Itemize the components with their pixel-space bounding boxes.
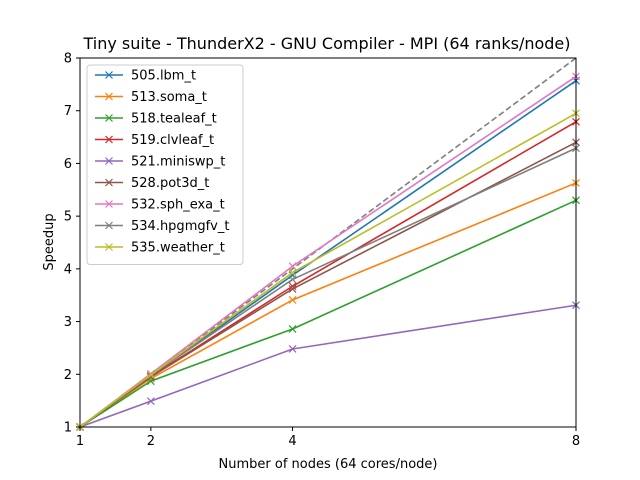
legend-entry: 528.pot3d_t: [95, 176, 209, 191]
legend-label: 535.weather_t: [131, 241, 225, 256]
legend-label: 528.pot3d_t: [131, 176, 209, 191]
legend-entry: 535.weather_t: [95, 241, 225, 256]
legend-marker: [105, 243, 113, 251]
legend-marker: [105, 135, 113, 144]
data-point-marker: [288, 282, 297, 291]
legend-entry: 532.sph_exa_t: [95, 198, 225, 213]
y-tick-label: 5: [64, 210, 72, 225]
legend-label: 521.miniswp_t: [131, 155, 225, 170]
legend-entry: 534.hpgmgfv_t: [95, 219, 229, 234]
legend-marker: [105, 157, 113, 165]
data-point-marker: [288, 284, 297, 293]
y-axis-label: Speedup: [42, 213, 57, 270]
series-4: [76, 301, 580, 431]
legend-entry: 521.miniswp_t: [95, 155, 225, 170]
legend-entry: 513.soma_t: [95, 90, 207, 105]
legend-marker: [105, 92, 113, 101]
data-point-marker: [288, 325, 297, 333]
legend-label: 519.clvleaf_t: [131, 133, 214, 148]
y-tick-label: 6: [64, 157, 72, 172]
legend-label: 532.sph_exa_t: [131, 198, 225, 213]
legend-marker: [105, 71, 113, 79]
y-tick-label: 4: [64, 262, 72, 277]
series-line: [79, 304, 577, 428]
ideal-speedup-line: [79, 57, 577, 428]
plot-marks: [76, 57, 580, 431]
series-line: [79, 112, 577, 428]
chart-title: Tiny suite - ThunderX2 - GNU Compiler - …: [82, 34, 570, 53]
legend-marker: [105, 178, 113, 187]
x-tick-label: 8: [572, 434, 580, 449]
legend-label: 513.soma_t: [131, 90, 207, 105]
legend-entry: 505.lbm_t: [95, 69, 196, 84]
data-point-marker: [288, 262, 297, 271]
x-axis-ticks: 1 2 4 8: [76, 427, 580, 449]
legend-box: [86, 64, 244, 265]
legend-label: 505.lbm_t: [131, 69, 196, 84]
data-point-marker: [146, 370, 155, 379]
y-tick-label: 7: [64, 104, 72, 119]
y-axis-ticks: 1 2 3 4 5 6 7 8: [64, 52, 80, 436]
x-tick-label: 2: [147, 434, 155, 449]
legend-entry: 518.tealeaf_t: [95, 112, 217, 127]
data-point-marker: [288, 268, 297, 277]
data-point-marker: [288, 345, 297, 353]
x-tick-label: 4: [288, 434, 296, 449]
data-point-marker: [288, 296, 297, 304]
data-point-marker: [146, 397, 155, 406]
data-point-marker: [288, 275, 297, 284]
y-tick-label: 2: [64, 368, 72, 383]
legend-marker: [105, 200, 113, 208]
plot-frame: [79, 57, 577, 428]
legend-entry: 519.clvleaf_t: [95, 133, 214, 148]
y-tick-label: 1: [64, 421, 72, 436]
legend-label: 534.hpgmgfv_t: [131, 219, 229, 234]
legend-marker: [105, 114, 113, 122]
x-axis-label: Number of nodes (64 cores/node): [219, 457, 438, 472]
series-line: [79, 199, 577, 428]
y-tick-label: 8: [64, 52, 72, 67]
legend-marker: [105, 221, 113, 230]
x-tick-label: 1: [76, 434, 84, 449]
legend-label: 518.tealeaf_t: [131, 112, 217, 127]
legend: 505.lbm_t 513.soma_t 518.tealeaf_t 519.clvl…: [86, 64, 244, 265]
y-tick-label: 3: [64, 315, 72, 330]
